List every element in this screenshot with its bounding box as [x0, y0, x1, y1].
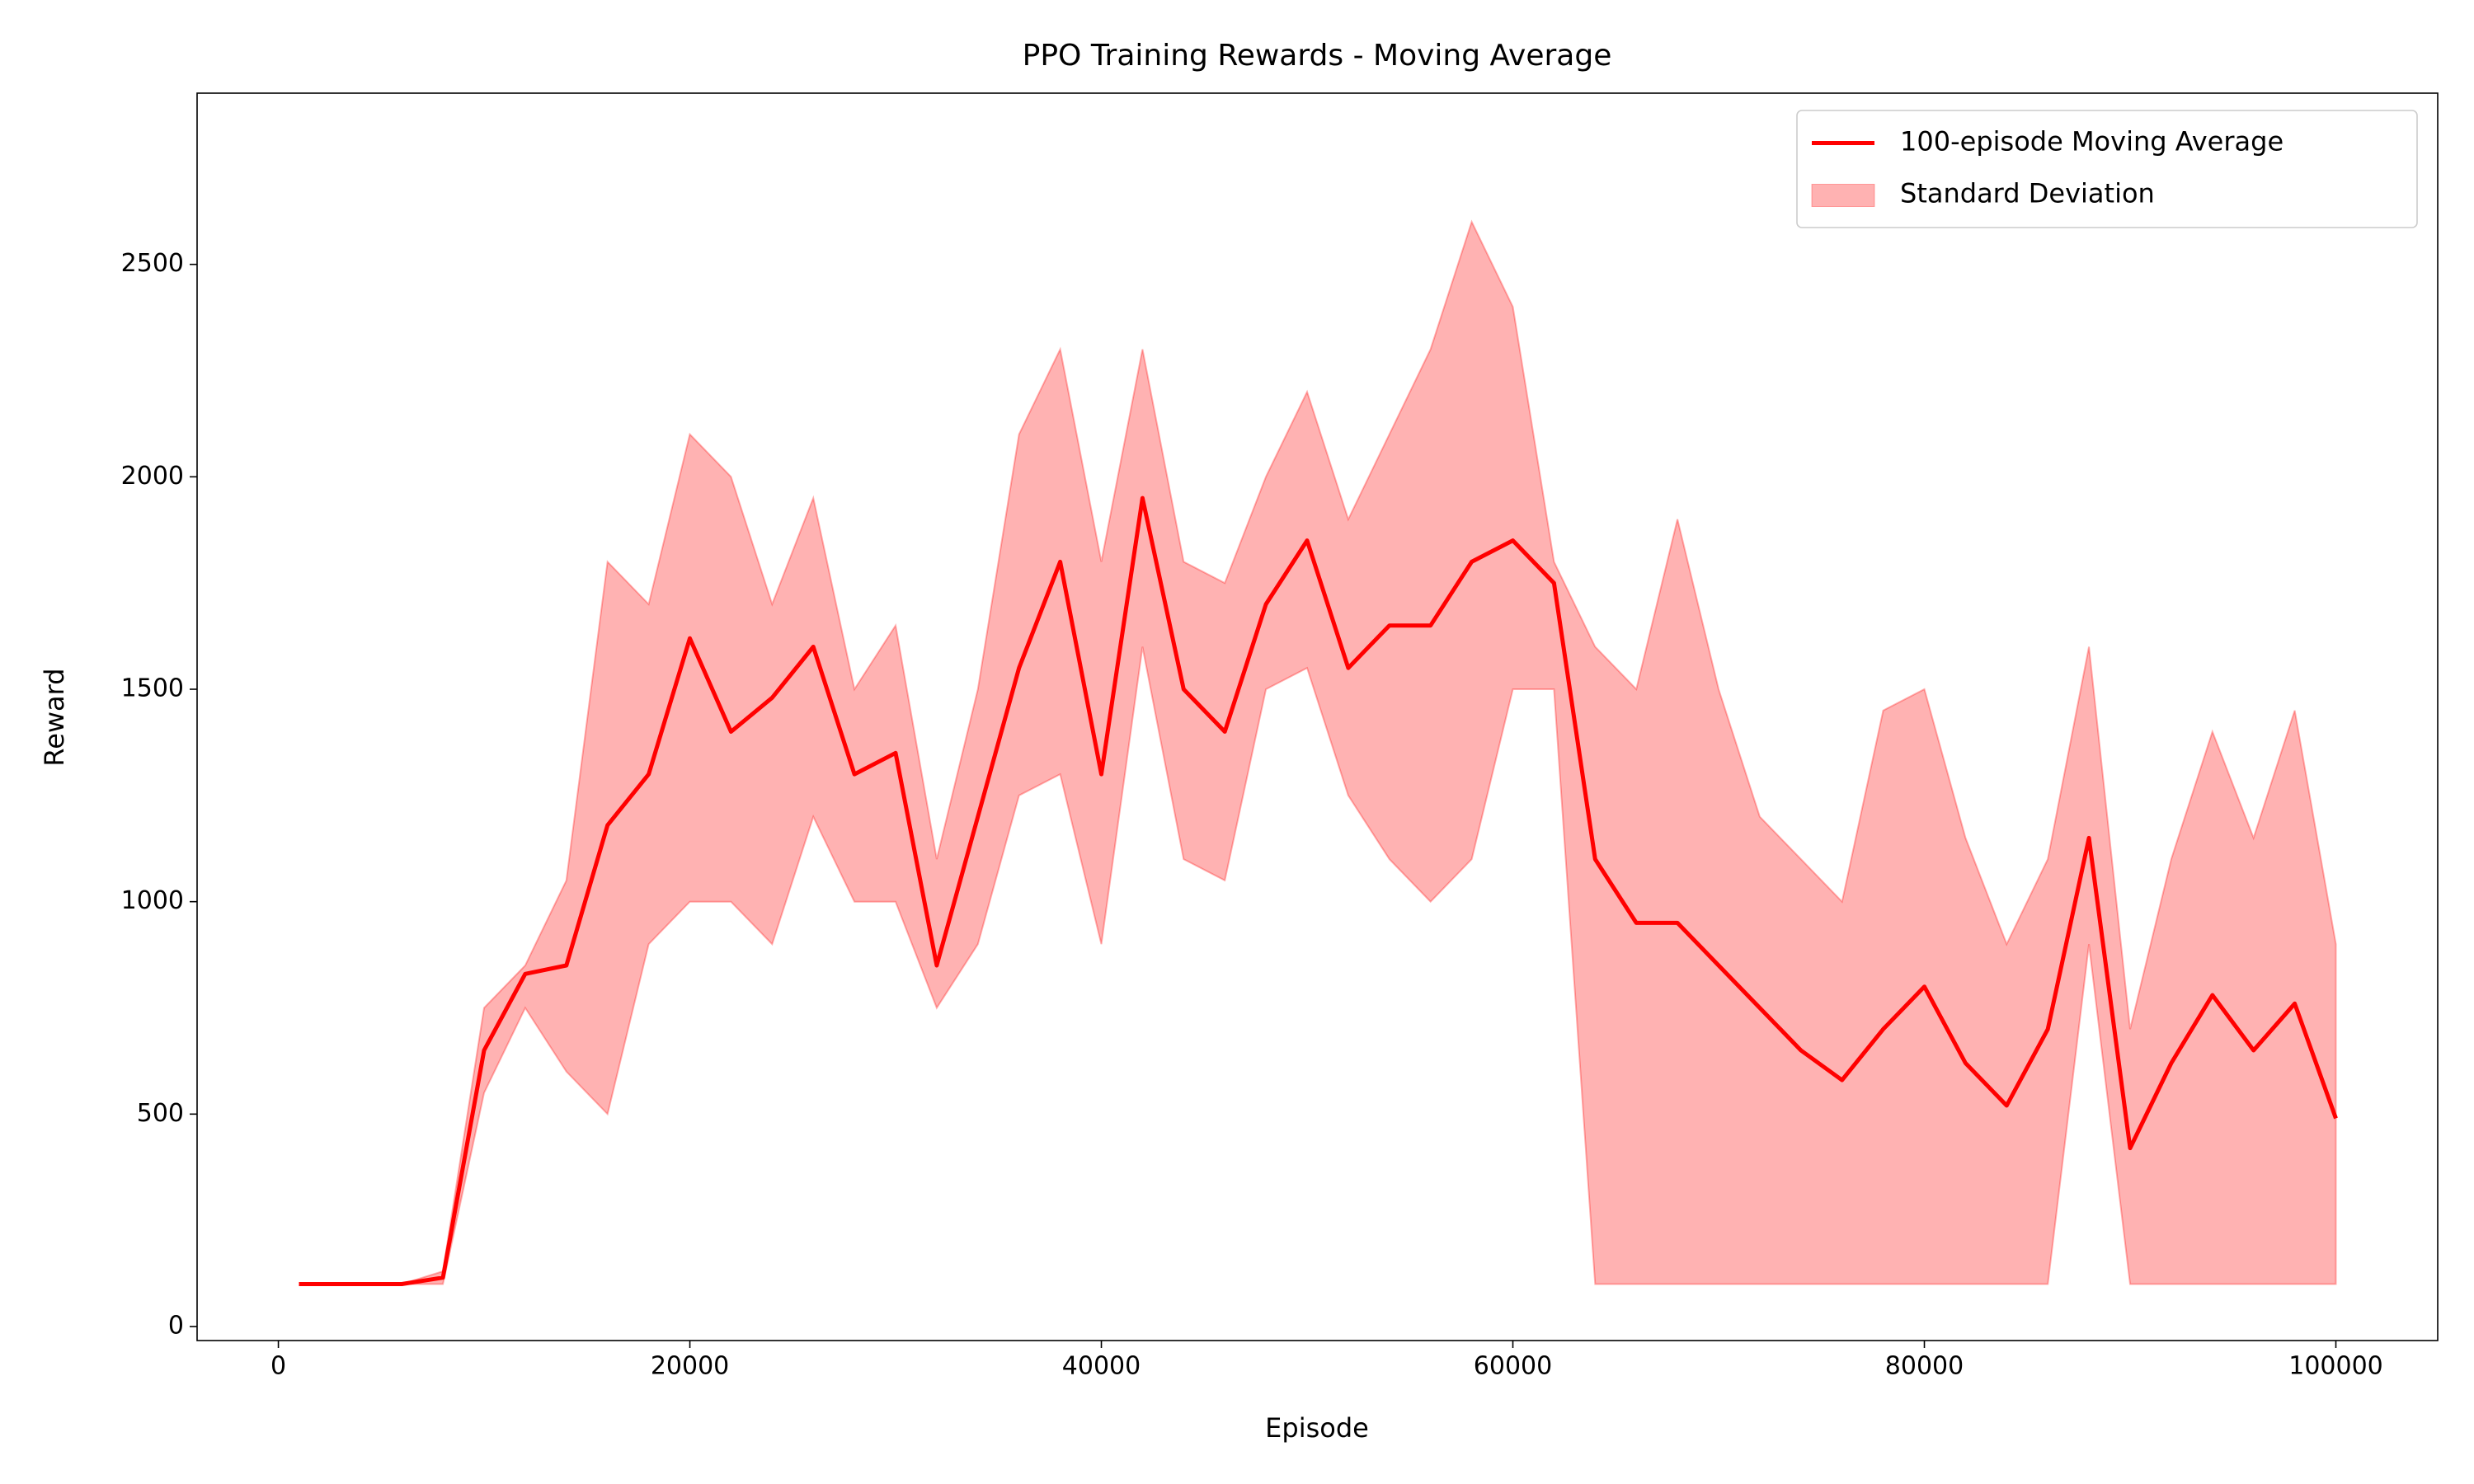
- y-tick-label: 0: [168, 1311, 184, 1340]
- y-axis-label: Reward: [39, 668, 70, 766]
- chart-title: PPO Training Rewards - Moving Average: [1023, 39, 1612, 73]
- x-tick-label: 40000: [1062, 1352, 1141, 1381]
- x-tick-label: 0: [270, 1352, 286, 1381]
- legend-label: 100-episode Moving Average: [1900, 126, 2284, 157]
- legend-frame: [1796, 110, 2418, 228]
- y-tick-label: 1500: [121, 674, 184, 703]
- x-tick-label: 100000: [2288, 1352, 2383, 1381]
- plot-frame: [196, 92, 2439, 1341]
- mean-line: [299, 495, 2338, 1286]
- legend-swatch: [1811, 184, 1875, 207]
- legend-label: Standard Deviation: [1900, 178, 2155, 209]
- y-tick-label: 1000: [121, 886, 184, 915]
- y-tick-label: 2500: [121, 249, 184, 278]
- legend: 100-episode Moving Average Standard Devia…: [1796, 110, 2418, 228]
- y-tick-label: 500: [137, 1099, 184, 1128]
- y-tick-label: 2000: [121, 462, 184, 491]
- x-tick-label: 60000: [1474, 1352, 1552, 1381]
- x-tick-label: 80000: [1885, 1352, 1964, 1381]
- x-axis-label: Episode: [1265, 1412, 1369, 1444]
- x-tick-label: 20000: [651, 1352, 729, 1381]
